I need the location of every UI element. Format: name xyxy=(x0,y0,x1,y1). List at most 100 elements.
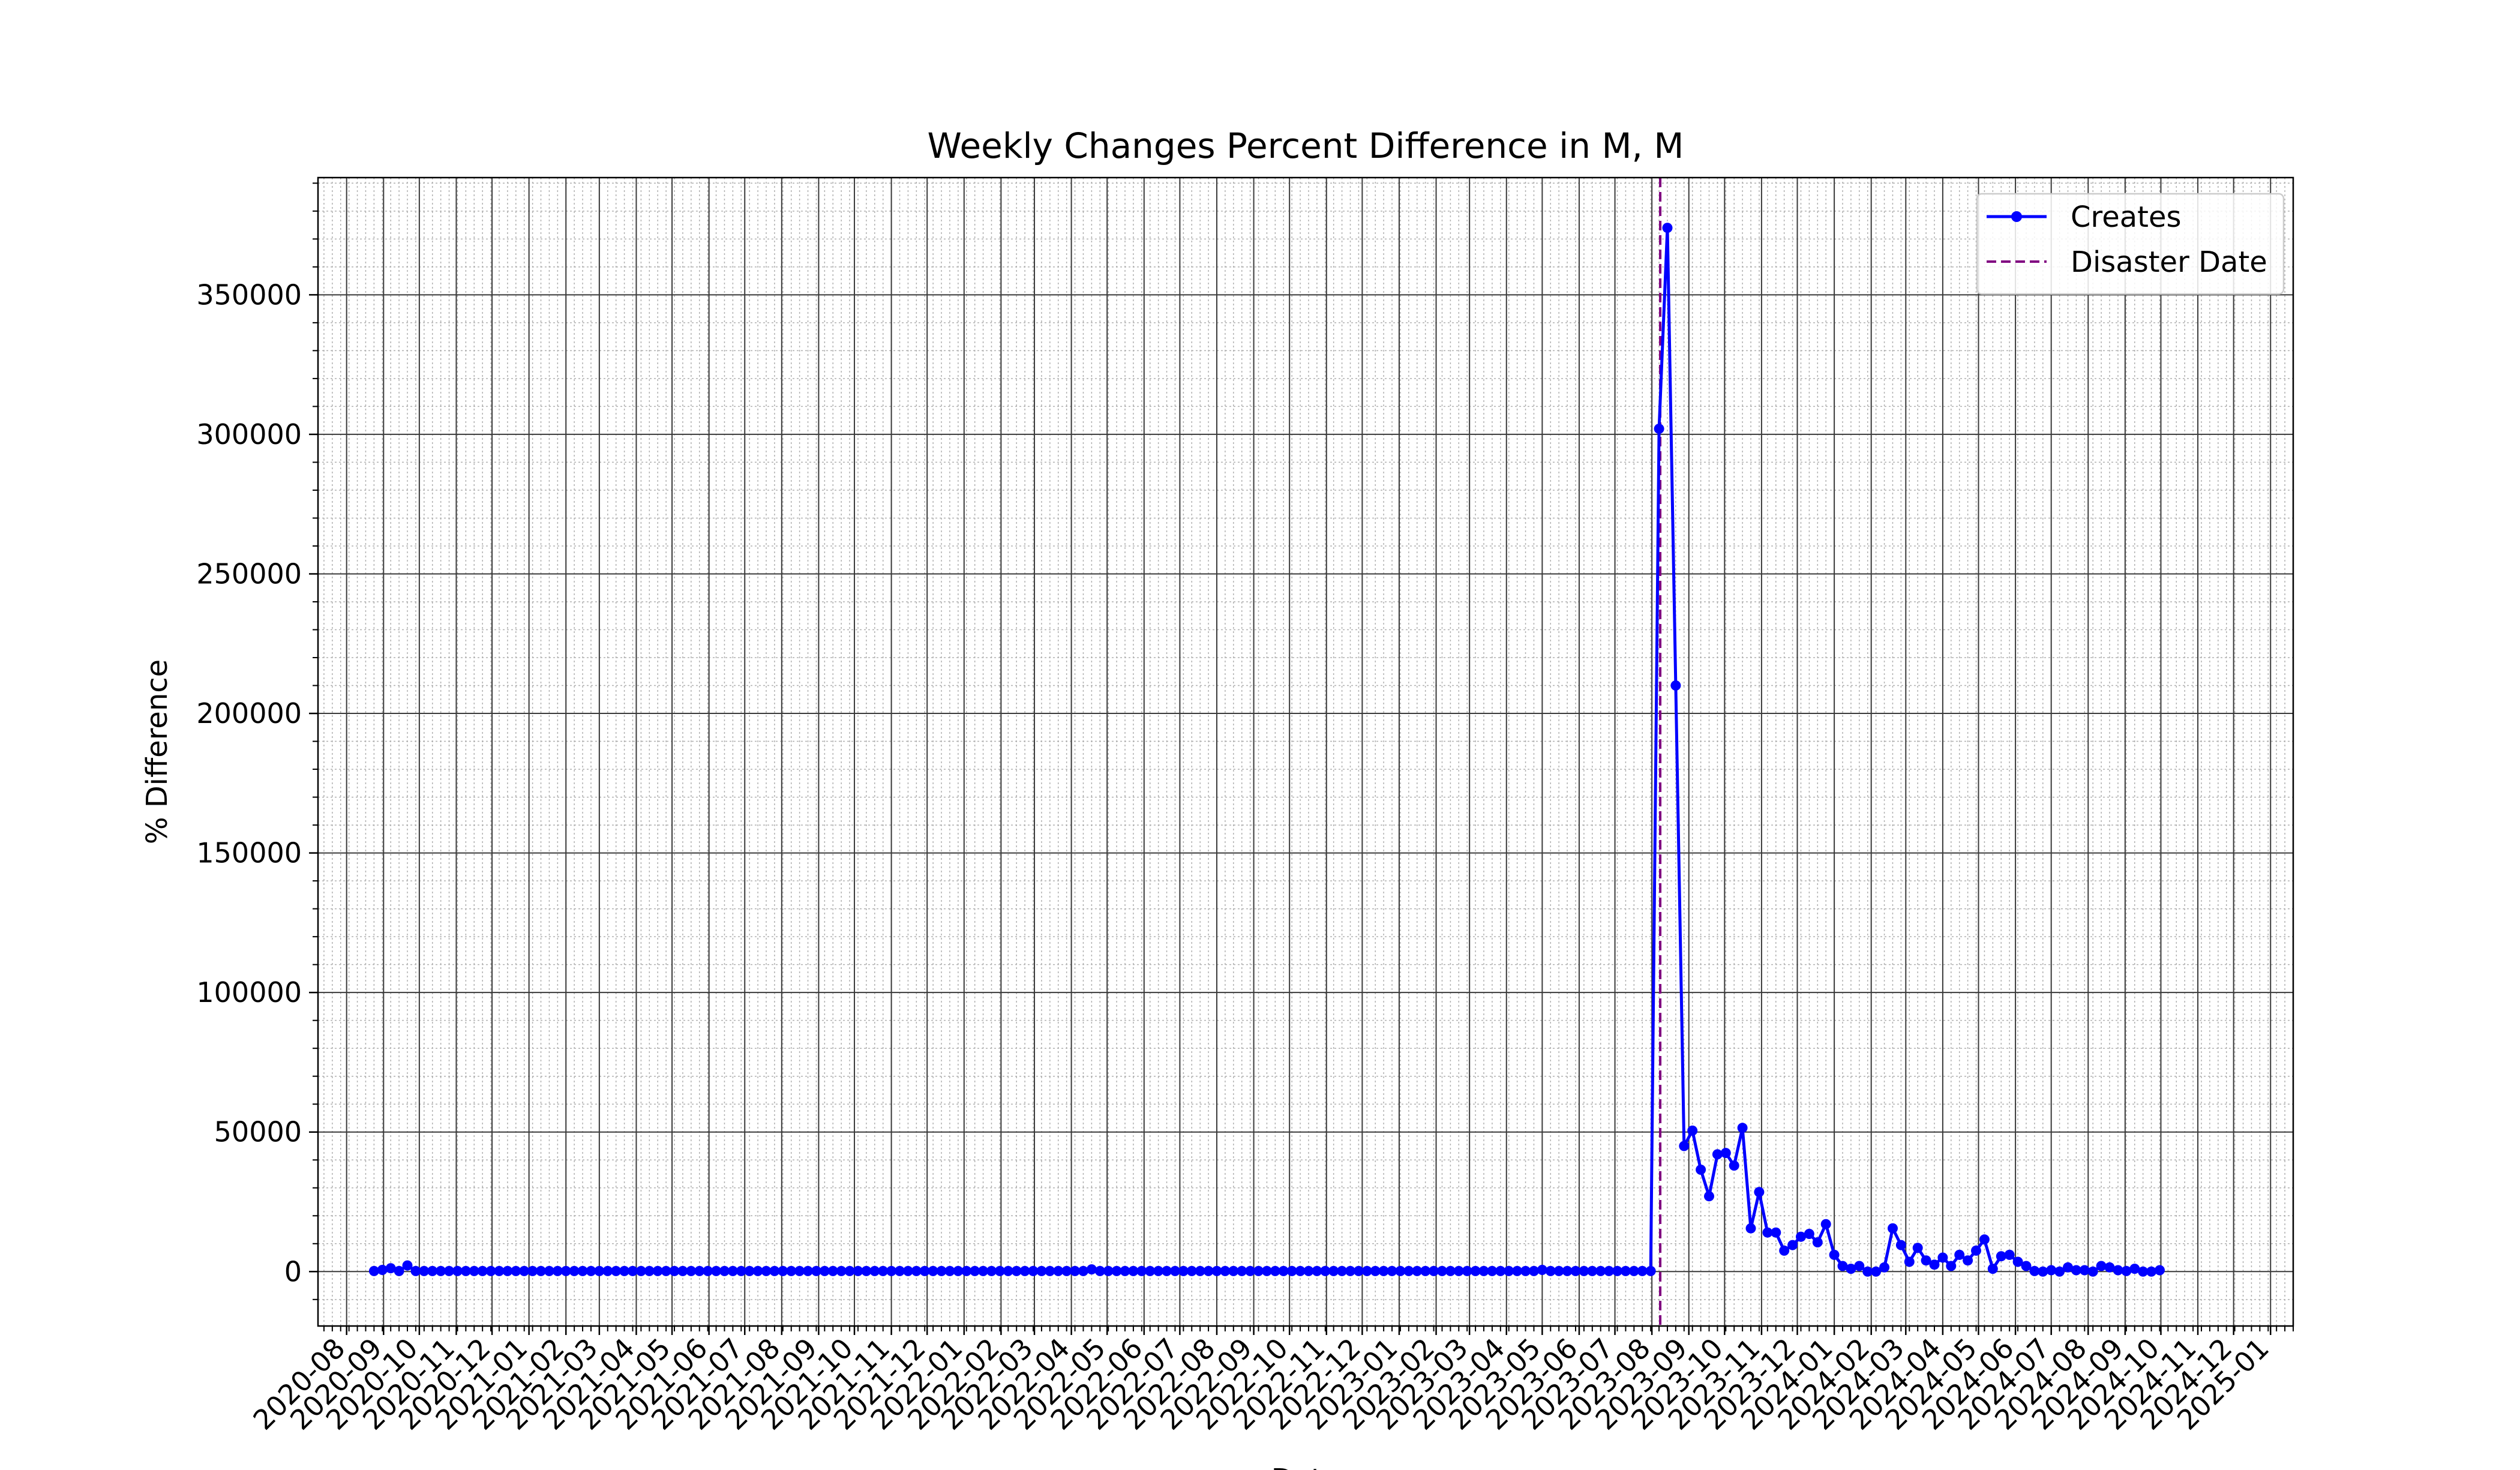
data-point xyxy=(953,1265,964,1276)
data-point xyxy=(1787,1240,1798,1250)
data-point xyxy=(769,1265,780,1276)
data-point xyxy=(2104,1262,2115,1273)
data-point xyxy=(1996,1251,2006,1262)
data-point xyxy=(1820,1219,1831,1229)
data-point xyxy=(936,1265,947,1276)
data-point xyxy=(1328,1265,1339,1276)
data-point xyxy=(1946,1261,1957,1271)
data-point xyxy=(1912,1243,1923,1253)
data-point xyxy=(2004,1249,2015,1260)
data-point xyxy=(1687,1125,1698,1136)
data-point xyxy=(2096,1261,2107,1271)
data-point xyxy=(786,1265,797,1276)
data-point xyxy=(1921,1255,1931,1266)
data-point xyxy=(1720,1148,1731,1159)
data-point xyxy=(1495,1265,1506,1276)
data-point xyxy=(719,1265,730,1276)
data-point xyxy=(694,1265,705,1276)
legend-creates-label: Creates xyxy=(2071,200,2182,234)
data-point xyxy=(778,1265,788,1276)
y-tick-label: 100000 xyxy=(196,976,302,1009)
data-point xyxy=(2038,1266,2048,1277)
data-point xyxy=(1537,1265,1547,1275)
data-point xyxy=(1637,1265,1648,1276)
data-point xyxy=(944,1265,955,1276)
data-point xyxy=(1295,1265,1306,1276)
data-point xyxy=(1120,1265,1130,1276)
data-point xyxy=(1270,1265,1280,1276)
data-point xyxy=(744,1265,755,1276)
data-point xyxy=(1403,1265,1414,1276)
data-point xyxy=(1704,1191,1714,1202)
data-point xyxy=(436,1265,446,1276)
data-point xyxy=(1553,1265,1564,1276)
data-point xyxy=(602,1265,613,1276)
data-point xyxy=(1078,1265,1088,1276)
data-point xyxy=(1937,1252,1948,1263)
data-point xyxy=(1754,1187,1765,1198)
data-point xyxy=(569,1265,580,1276)
data-point xyxy=(1862,1266,1873,1277)
data-point xyxy=(1153,1265,1164,1276)
data-point xyxy=(1504,1265,1514,1276)
data-point xyxy=(1261,1265,1272,1276)
data-point xyxy=(1987,1264,1998,1274)
data-point xyxy=(1570,1265,1581,1276)
data-point xyxy=(1796,1231,1806,1242)
data-point xyxy=(628,1265,638,1276)
data-point xyxy=(1245,1265,1256,1276)
data-point xyxy=(978,1265,989,1276)
legend-box xyxy=(1976,193,2285,295)
major-grid xyxy=(318,178,2293,1326)
y-tick-label: 200000 xyxy=(196,697,302,730)
data-point xyxy=(494,1265,505,1276)
data-point xyxy=(1011,1265,1022,1276)
data-point xyxy=(1445,1265,1456,1276)
data-point xyxy=(761,1265,772,1276)
data-point xyxy=(586,1265,596,1276)
data-point xyxy=(577,1265,588,1276)
data-point xyxy=(752,1265,763,1276)
data-point xyxy=(2063,1262,2073,1273)
y-axis-label: % Difference xyxy=(140,659,174,844)
data-point xyxy=(902,1265,913,1276)
data-point xyxy=(1286,1265,1297,1276)
data-point xyxy=(1086,1264,1097,1275)
data-point xyxy=(1696,1165,1706,1175)
data-point xyxy=(1203,1265,1214,1276)
data-point xyxy=(1745,1223,1756,1234)
data-point xyxy=(469,1265,479,1276)
chart-title: Weekly Changes Percent Difference in M, … xyxy=(928,125,1684,166)
data-point xyxy=(635,1265,646,1276)
data-point xyxy=(1895,1240,1906,1250)
legend-creates-marker xyxy=(2011,211,2022,222)
data-point xyxy=(427,1265,438,1276)
data-point xyxy=(703,1265,713,1276)
data-point xyxy=(2012,1256,2023,1267)
data-point xyxy=(394,1265,404,1276)
data-point xyxy=(1979,1234,1990,1245)
data-point xyxy=(2155,1265,2165,1276)
data-point xyxy=(1345,1265,1355,1276)
data-point xyxy=(485,1265,496,1276)
data-point xyxy=(1654,424,1664,434)
data-point xyxy=(1429,1265,1439,1276)
data-point xyxy=(970,1265,980,1276)
legend: Creates Disaster Date xyxy=(1976,193,2285,295)
data-point xyxy=(1186,1265,1197,1276)
data-point xyxy=(1729,1160,1739,1171)
data-point xyxy=(919,1265,930,1276)
data-point xyxy=(1612,1265,1622,1276)
data-point xyxy=(460,1265,471,1276)
data-point xyxy=(1737,1123,1748,1133)
data-point xyxy=(2071,1265,2081,1276)
data-point xyxy=(2054,1266,2065,1277)
data-point xyxy=(2146,1266,2157,1277)
data-point xyxy=(511,1265,521,1276)
data-point xyxy=(1954,1249,1965,1260)
data-point xyxy=(994,1265,1005,1276)
data-point xyxy=(2087,1266,2098,1277)
data-point xyxy=(1846,1264,1856,1274)
data-point xyxy=(402,1260,413,1271)
data-point xyxy=(1253,1265,1264,1276)
